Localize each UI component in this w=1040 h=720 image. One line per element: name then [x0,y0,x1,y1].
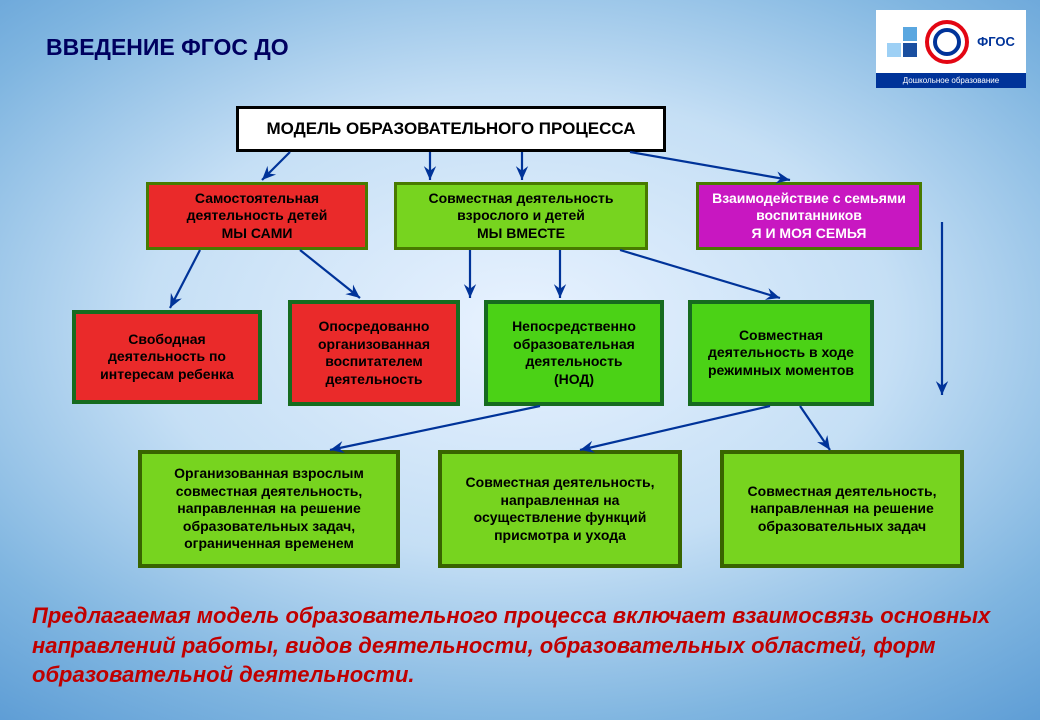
node-lvl2-d: Совместная деятельность в ходе режимных … [688,300,874,406]
logo-sq [903,43,917,57]
node-label: Опосредованно организованная воспитателе… [298,318,450,388]
logo-top: ФГОС [876,10,1026,73]
node-lvl2-b: Опосредованно организованная воспитателе… [288,300,460,406]
node-label: Совместная деятельность взрослого и дете… [403,190,639,243]
logo-circle-icon [925,20,969,64]
node-label: Свободная деятельность по интересам ребе… [82,331,252,384]
node-label: Совместная деятельность, направленная на… [448,474,672,544]
logo-sq [887,43,901,57]
node-lvl1-mid: Совместная деятельность взрослого и дете… [394,182,648,250]
node-lvl1-right: Взаимодействие с семьями воспитанниковЯ … [696,182,922,250]
node-label: Совместная деятельность в ходе режимных … [698,327,864,380]
node-lvl3-a: Организованная взрослым совместная деяте… [138,450,400,568]
node-lvl3-c: Совместная деятельность, направленная на… [720,450,964,568]
logo: ФГОС Дошкольное образование [876,10,1026,88]
logo-sq [903,27,917,41]
node-lvl1-left: Самостоятельная деятельность детейМЫ САМ… [146,182,368,250]
logo-sublabel: Дошкольное образование [876,73,1026,88]
node-lvl2-c: Непосредственно образовательная деятельн… [484,300,664,406]
logo-label: ФГОС [977,34,1015,49]
node-lvl2-a: Свободная деятельность по интересам ребе… [72,310,262,404]
node-label: Совместная деятельность, направленная на… [730,483,954,536]
node-root: МОДЕЛЬ ОБРАЗОВАТЕЛЬНОГО ПРОЦЕССА [236,106,666,152]
node-label: Взаимодействие с семьями воспитанниковЯ … [705,190,913,243]
footer-text: Предлагаемая модель образовательного про… [32,601,1008,690]
node-label: МОДЕЛЬ ОБРАЗОВАТЕЛЬНОГО ПРОЦЕССА [266,118,635,139]
node-lvl3-b: Совместная деятельность, направленная на… [438,450,682,568]
node-label: Организованная взрослым совместная деяте… [148,465,390,553]
logo-squares [887,27,917,57]
logo-sq [887,27,901,41]
page-title: ВВЕДЕНИЕ ФГОС ДО [46,34,289,61]
node-label: Непосредственно образовательная деятельн… [494,318,654,388]
node-label: Самостоятельная деятельность детейМЫ САМ… [155,190,359,243]
